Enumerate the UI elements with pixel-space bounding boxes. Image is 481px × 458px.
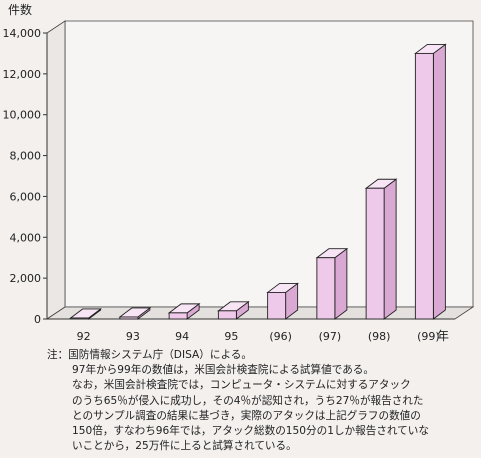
bar	[414, 52, 434, 320]
x-tick-label: (96)	[269, 330, 292, 343]
y-tick-label: 8,000	[10, 150, 42, 163]
x-unit-label: 年	[437, 329, 449, 343]
bar	[70, 317, 90, 320]
bar	[217, 310, 237, 320]
x-tick-label: (97)	[319, 330, 342, 343]
back-wall	[64, 20, 474, 308]
note-line: のうち65％が侵入に成功し，その4％が認知され，うち27％が報告された	[72, 394, 424, 407]
y-tick-label: 14,000	[3, 27, 42, 40]
x-tick-label: 92	[77, 330, 91, 343]
y-unit-label: 件数	[8, 2, 32, 17]
side-wall	[46, 20, 66, 320]
y-tick-label: 6,000	[10, 190, 42, 203]
bar	[119, 316, 139, 320]
bar	[267, 291, 287, 320]
note-line: 97年から99年の数値は，米国会計検査院による試算値である。	[72, 364, 374, 377]
bar-side	[432, 43, 446, 320]
x-tick-label: (98)	[368, 330, 391, 343]
chart-note: 注：国防情報システム庁（DISA）による。 97年から99年の数値は，米国会計検…	[47, 348, 477, 454]
x-tick-label: 93	[126, 330, 140, 343]
floor	[45, 306, 475, 320]
x-tick-label: 94	[175, 330, 189, 343]
bar	[168, 312, 188, 320]
x-tick-label: 95	[224, 330, 238, 343]
y-tick-label: 0	[34, 313, 41, 326]
note-line: とのサンプル調査の結果に基づき，実際のアタックは上記グラフの数値の	[72, 409, 421, 422]
bar	[365, 187, 385, 320]
y-tick-label: 10,000	[3, 109, 42, 122]
bar-side	[334, 247, 348, 320]
y-tick-label: 2,000	[10, 272, 42, 285]
note-line: 注：国防情報システム庁（DISA）による。	[47, 349, 252, 361]
bar-chart: 0 2,000 4,000 6,000 8,000 10,000 12,000 14,000 件…	[3, 2, 475, 343]
y-tick-label: 12,000	[3, 68, 42, 81]
note-line: 150倍，すなわち96年では，アタック総数の150分の1しか報告されていな	[72, 425, 429, 438]
y-tick-label: 4,000	[10, 231, 42, 244]
bar-side	[383, 178, 397, 320]
note-line: いことから，25万件に上ると試算されている。	[72, 440, 297, 453]
x-tick-label: (99)	[417, 330, 440, 343]
note-line: なお，米国会計検査院では，コンピュータ・システムに対するアタック	[72, 379, 411, 392]
bar	[316, 257, 336, 320]
